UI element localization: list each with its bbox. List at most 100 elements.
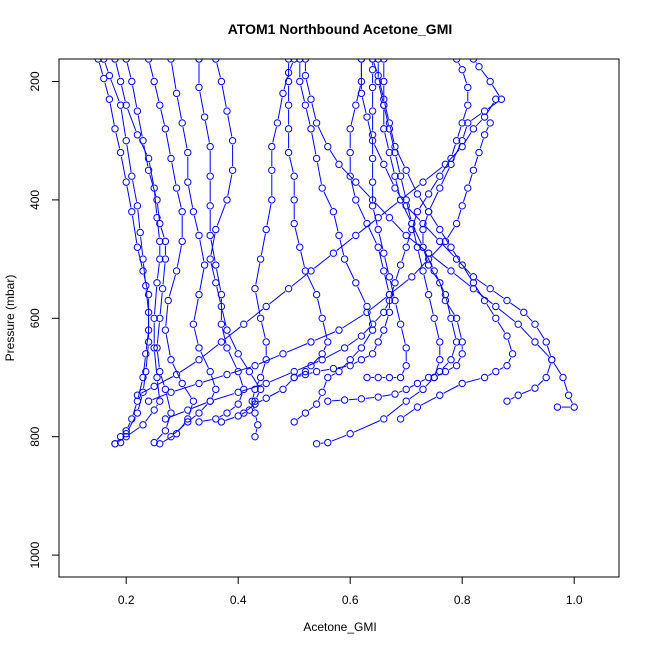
- series-segment: [378, 85, 384, 102]
- data-point: [559, 373, 567, 382]
- data-point: [458, 261, 466, 269]
- data-point: [156, 440, 164, 448]
- data-point: [380, 77, 388, 86]
- series-segment: [300, 251, 305, 267]
- data-point: [374, 243, 382, 251]
- series-segment: [493, 290, 504, 299]
- data-point: [424, 373, 433, 382]
- series-segment: [104, 62, 109, 72]
- data-point: [352, 231, 360, 240]
- series-segment: [225, 416, 235, 421]
- series-segment: [154, 286, 158, 315]
- data-point: [419, 178, 427, 186]
- series-segment: [457, 126, 462, 137]
- data-point: [374, 71, 382, 80]
- data-point: [396, 415, 405, 423]
- series-segment: [156, 263, 160, 279]
- series-segment: [162, 263, 166, 285]
- data-point: [307, 338, 315, 346]
- series-segment: [210, 263, 216, 279]
- profile-series: [363, 59, 410, 382]
- data-point: [144, 166, 153, 174]
- data-point: [413, 379, 422, 388]
- data-point: [413, 190, 422, 198]
- data-point: [368, 65, 377, 74]
- data-point: [503, 397, 511, 405]
- series-segment: [228, 333, 237, 351]
- data-point: [161, 237, 170, 246]
- data-point: [161, 255, 170, 263]
- series-segment: [499, 367, 504, 371]
- series-segment: [255, 416, 258, 421]
- series-segment: [341, 167, 354, 180]
- data-point: [256, 255, 265, 263]
- series-segment: [165, 132, 171, 155]
- data-point: [464, 83, 472, 92]
- series-segment: [479, 138, 484, 149]
- data-point: [480, 373, 489, 382]
- series-segment: [201, 344, 219, 358]
- series-segment: [317, 395, 321, 401]
- data-point: [195, 344, 203, 352]
- data-point: [335, 367, 343, 376]
- series-segment: [396, 150, 405, 167]
- data-point: [153, 279, 161, 287]
- series-segment: [379, 333, 383, 339]
- series-segment: [367, 310, 373, 327]
- series-segment: [210, 239, 216, 261]
- data-point: [301, 59, 310, 63]
- data-point: [251, 400, 259, 408]
- series-segment: [216, 269, 222, 291]
- series-segment: [149, 174, 157, 196]
- series-segment: [241, 411, 246, 415]
- data-point: [424, 255, 433, 263]
- y-tick-label: 200: [28, 71, 42, 91]
- data-point: [531, 338, 539, 346]
- data-point: [156, 397, 164, 405]
- series-segment: [240, 357, 248, 369]
- series-segment: [184, 386, 192, 398]
- series-segment: [204, 121, 210, 143]
- data-point: [458, 379, 466, 388]
- series-segment: [221, 310, 227, 327]
- series-segment: [389, 132, 395, 149]
- series-segment: [145, 289, 149, 309]
- series-segment: [129, 426, 140, 435]
- data-point: [296, 77, 304, 86]
- data-point: [156, 219, 164, 228]
- data-point: [228, 166, 237, 174]
- data-point: [144, 290, 153, 299]
- series-segment: [445, 298, 451, 315]
- series-segment: [423, 274, 429, 291]
- data-point: [368, 178, 377, 186]
- data-point: [318, 314, 326, 322]
- data-point: [380, 59, 388, 63]
- series-segment: [462, 126, 468, 137]
- data-point: [531, 320, 539, 328]
- data-point: [469, 284, 478, 293]
- data-point: [452, 338, 461, 346]
- data-point: [206, 367, 214, 376]
- data-point: [318, 184, 326, 192]
- data-point: [452, 59, 461, 63]
- data-point: [374, 225, 382, 234]
- series-segment: [353, 420, 381, 433]
- data-point: [184, 148, 192, 157]
- data-point: [408, 225, 416, 234]
- data-point: [251, 361, 259, 370]
- data-point: [189, 320, 198, 328]
- data-point: [234, 388, 242, 396]
- series-segment: [403, 409, 415, 417]
- series-segment: [221, 328, 227, 344]
- series-segment: [462, 109, 468, 120]
- series-segment: [431, 255, 449, 269]
- series-segment: [423, 251, 428, 262]
- data-point: [212, 59, 220, 63]
- data-point: [441, 367, 450, 376]
- data-point: [452, 361, 461, 370]
- data-point: [469, 166, 478, 174]
- data-point: [413, 208, 422, 216]
- series-segment: [447, 226, 455, 239]
- data-point: [150, 344, 158, 352]
- data-point: [564, 391, 573, 399]
